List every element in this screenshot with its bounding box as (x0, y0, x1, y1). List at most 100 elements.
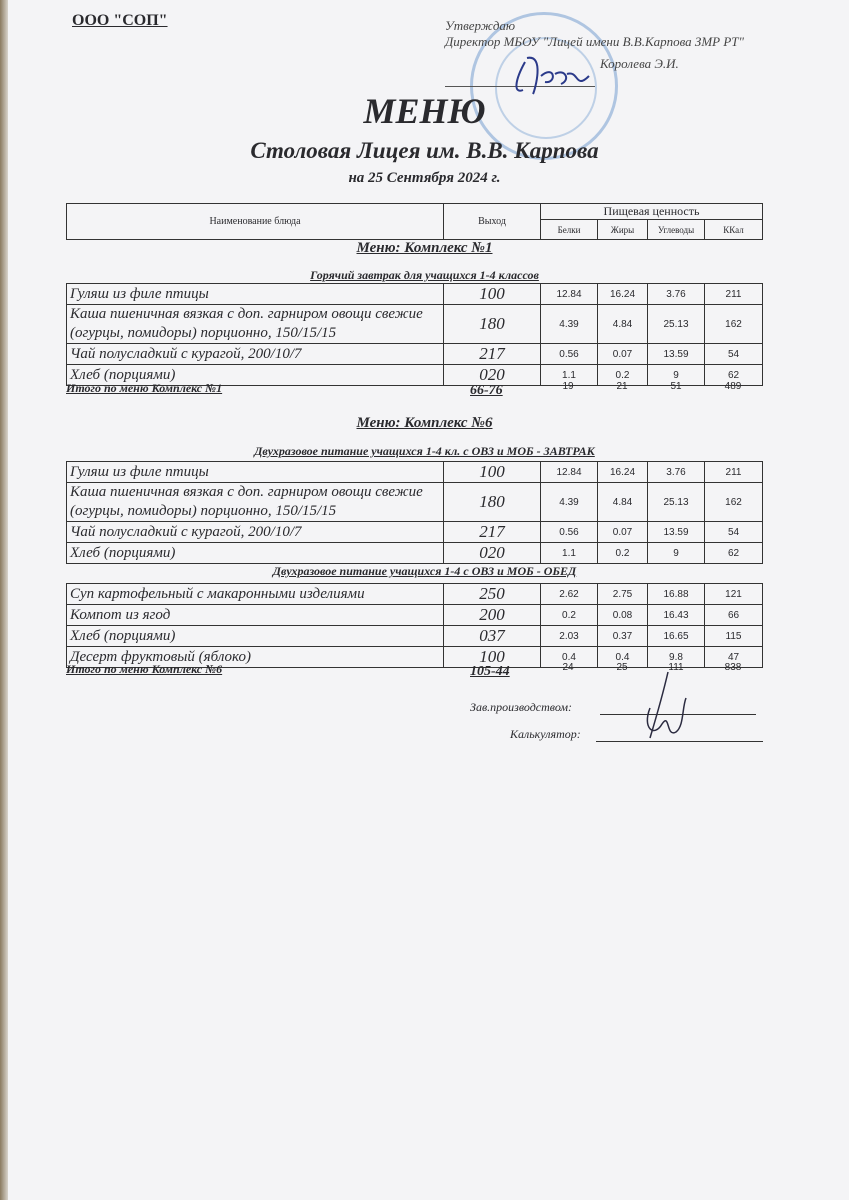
total-carbs: 111 (668, 662, 684, 673)
col-output: Выход (443, 203, 541, 240)
dish-carbs: 16.88 (647, 583, 705, 605)
dish-kcal: 211 (704, 283, 763, 305)
dish-fat: 0.07 (597, 521, 648, 543)
dish-kcal: 66 (704, 604, 763, 626)
table-row: Чай полусладкий с курагой, 200/10/7 217 0.… (66, 521, 763, 543)
dish-kcal: 211 (704, 461, 763, 483)
dish-carbs: 25.13 (647, 304, 705, 344)
page-subtitle: Столовая Лицея им. В.В. Карпова (250, 138, 599, 163)
dish-fat: 0.08 (597, 604, 648, 626)
dish-kcal: 47 (704, 646, 763, 668)
dish-carbs: 9.8 (647, 646, 705, 668)
dish-protein: 12.84 (540, 283, 598, 305)
dish-output: 100 (443, 461, 541, 483)
approver-name: Королева Э.И. (600, 56, 679, 71)
dish-kcal: 121 (704, 583, 763, 605)
dish-name: Хлеб (порциями) (66, 364, 444, 386)
menu-table: Гуляш из филе птицы 100 12.84 16.24 3.76 211 К… (66, 283, 763, 386)
menu-date: на 25 Сентября 2024 г. (348, 170, 501, 186)
dish-output: 180 (443, 482, 541, 522)
director-signature (515, 56, 590, 95)
dish-protein: 0.56 (540, 343, 598, 365)
dish-carbs: 9 (647, 542, 705, 564)
dish-output: 217 (443, 521, 541, 543)
dish-kcal: 62 (704, 364, 763, 386)
dish-name: Каша пшеничная вязкая с доп. гарниром ов… (66, 482, 444, 522)
production-signature-line (600, 714, 756, 715)
total-output: 105-44 (470, 664, 510, 679)
total-protein: 24 (562, 662, 574, 673)
dish-output: 250 (443, 583, 541, 605)
dish-output: 100 (443, 646, 541, 668)
total-kcal: 838 (724, 662, 742, 673)
dish-output: 200 (443, 604, 541, 626)
dish-name: Гуляш из филе птицы (66, 283, 444, 305)
dish-protein: 12.84 (540, 461, 598, 483)
column-header-table: Наименование блюда Выход Пищевая ценность … (66, 203, 764, 240)
approval-block: Утверждаю Директор МБОУ "Лицей имени В.В… (445, 18, 765, 72)
dish-fat: 0.07 (597, 343, 648, 365)
dish-kcal: 62 (704, 542, 763, 564)
dish-name: Чай полусладкий с курагой, 200/10/7 (66, 343, 444, 365)
approval-position: Директор МБОУ "Лицей имени В.В.Карпова З… (445, 34, 744, 49)
calculator-signature-line (596, 741, 763, 742)
group-title: Двухразовое питание учащихся 1-4 кл. с О… (254, 444, 595, 458)
col-carbs: Углеводы (647, 219, 705, 240)
dish-carbs: 13.59 (647, 521, 705, 543)
dish-kcal: 54 (704, 521, 763, 543)
table-row: Гуляш из филе птицы 100 12.84 16.24 3.76 211 (66, 283, 763, 305)
total-output: 66-76 (470, 383, 503, 398)
dish-fat: 16.24 (597, 283, 648, 305)
dish-carbs: 13.59 (647, 343, 705, 365)
dish-protein: 0.2 (540, 604, 598, 626)
table-row: Каша пшеничная вязкая с доп. гарниром ов… (66, 482, 763, 522)
total-label: Итого по меню Комплекс №6 (66, 662, 223, 676)
dish-kcal: 54 (704, 343, 763, 365)
dish-name: Хлеб (порциями) (66, 625, 444, 647)
table-row: Чай полусладкий с курагой, 200/10/7 217 0.… (66, 343, 763, 365)
table-row: Хлеб (порциями) 037 2.03 0.37 16.65 115 (66, 625, 763, 647)
dish-name: Хлеб (порциями) (66, 542, 444, 564)
dish-protein: 2.62 (540, 583, 598, 605)
dish-name: Компот из ягод (66, 604, 444, 626)
dish-output: 037 (443, 625, 541, 647)
dish-output: 020 (443, 364, 541, 386)
total-carbs: 51 (670, 381, 682, 392)
dish-fat: 4.84 (597, 304, 648, 344)
dish-protein: 0.56 (540, 521, 598, 543)
dish-name: Суп картофельный с макаронными изделиями (66, 583, 444, 605)
table-row: Хлеб (порциями) 020 1.1 0.2 9 62 (66, 364, 763, 386)
group-title: Горячий завтрак для учащихся 1-4 классов (310, 268, 539, 282)
col-nutrition: Пищевая ценность (539, 203, 764, 220)
page-title: МЕНЮ (363, 91, 486, 131)
dish-output: 100 (443, 283, 541, 305)
approval-signature-line (445, 86, 595, 87)
dish-output: 020 (443, 542, 541, 564)
dish-carbs: 3.76 (647, 461, 705, 483)
total-fat: 21 (616, 381, 628, 392)
dish-fat: 16.24 (597, 461, 648, 483)
menu-table: Суп картофельный с макаронными изделиями… (66, 583, 763, 668)
dish-fat: 2.75 (597, 583, 648, 605)
dish-protein: 4.39 (540, 482, 598, 522)
dish-name: Десерт фруктовый (яблоко) (66, 646, 444, 668)
dish-protein: 1.1 (540, 542, 598, 564)
dish-fat: 4.84 (597, 482, 648, 522)
dish-kcal: 115 (704, 625, 763, 647)
dish-name: Каша пшеничная вязкая с доп. гарниром ов… (66, 304, 444, 344)
total-label: Итого по меню Комплекс №1 (66, 381, 223, 395)
dish-name: Гуляш из филе птицы (66, 461, 444, 483)
menu-table: Гуляш из филе птицы 100 12.84 16.24 3.76 211 К… (66, 461, 763, 564)
table-row: Суп картофельный с макаронными изделиями… (66, 583, 763, 605)
col-protein: Белки (540, 219, 598, 240)
table-row: Хлеб (порциями) 020 1.1 0.2 9 62 (66, 542, 763, 564)
dish-protein: 4.39 (540, 304, 598, 344)
dish-fat: 0.37 (597, 625, 648, 647)
col-kcal: ККал (703, 219, 764, 240)
dish-output: 180 (443, 304, 541, 344)
table-row: Гуляш из филе птицы 100 12.84 16.24 3.76 211 (66, 461, 763, 483)
organization-name: ООО "СОП" (72, 12, 168, 29)
total-fat: 25 (616, 662, 628, 673)
staff-signature (646, 671, 687, 739)
dish-output: 217 (443, 343, 541, 365)
